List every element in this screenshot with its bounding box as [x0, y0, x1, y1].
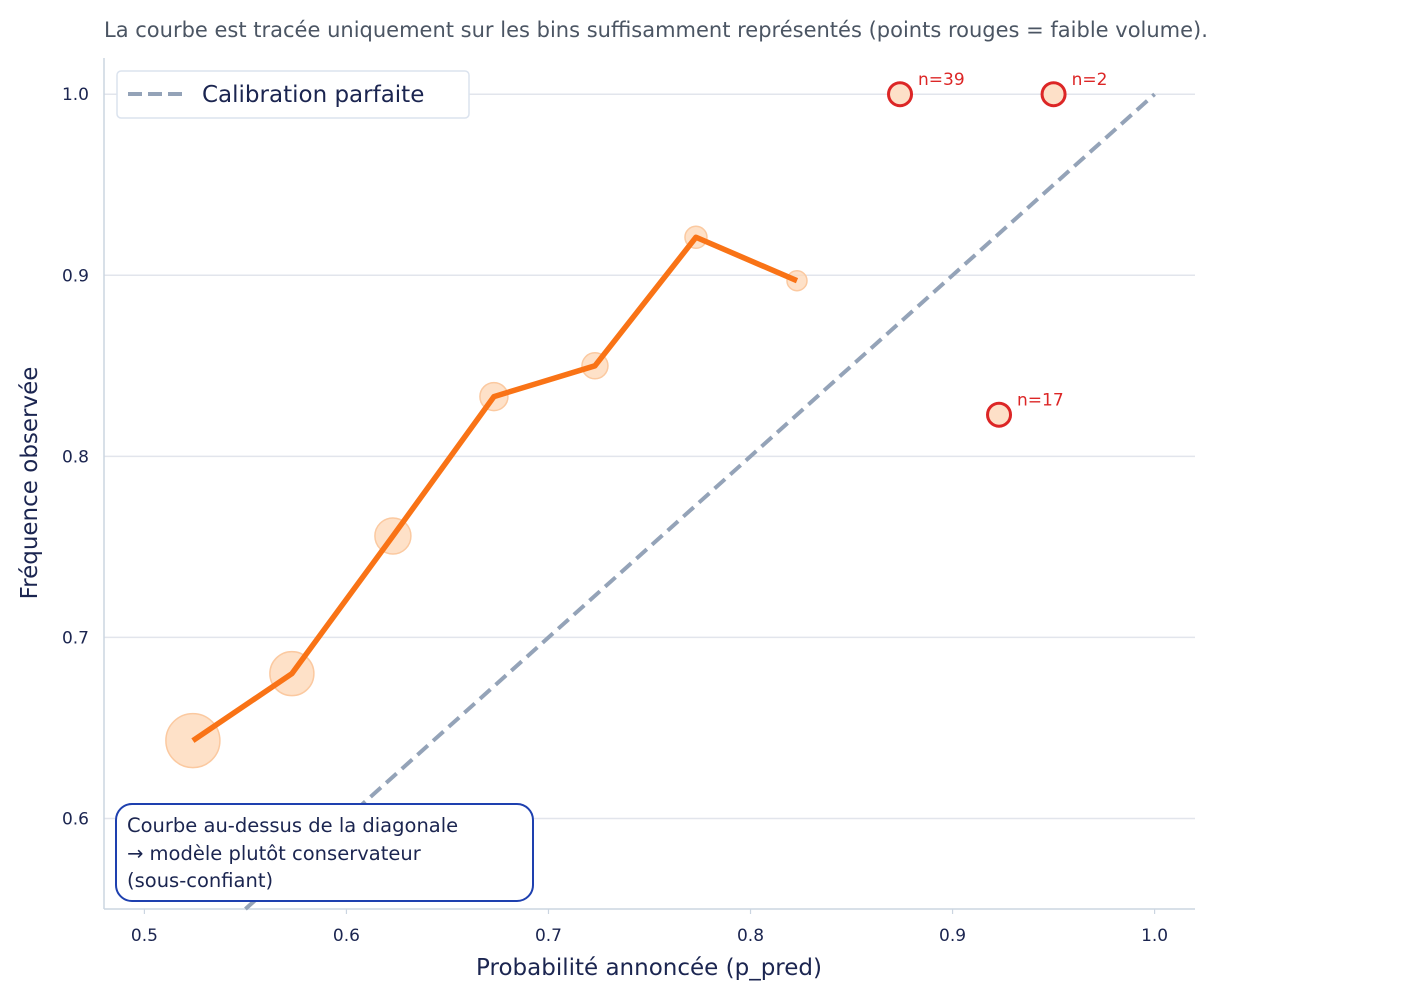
- low-volume-point: [986, 401, 1013, 428]
- data-point: [795, 279, 799, 283]
- annotation-box: Courbe au-dessus de la diagonale → modèl…: [115, 803, 534, 902]
- low-volume-label: n=2: [1072, 70, 1108, 90]
- x-tick-label: 0.8: [737, 926, 764, 946]
- data-point: [391, 534, 395, 538]
- calibration-curve: [191, 234, 799, 743]
- data-point: [290, 672, 294, 676]
- low-volume-label: n=17: [1017, 391, 1064, 411]
- low-volume-point: [887, 81, 914, 108]
- x-tick-label: 0.5: [131, 926, 158, 946]
- annotation-line-2: → modèle plutôt conservateur: [127, 842, 422, 865]
- x-tick-label: 0.9: [939, 926, 966, 946]
- low-volume-point: [1040, 81, 1067, 108]
- y-tick-label: 0.9: [62, 266, 89, 286]
- x-tick-label: 0.6: [333, 926, 360, 946]
- annotation-line-3: (sous-confiant): [127, 869, 273, 892]
- legend-entry: Calibration parfaite: [202, 82, 424, 108]
- chart-title: La courbe est tracée uniquement sur les …: [104, 18, 1208, 42]
- y-axis-label: Fréquence observée: [17, 367, 43, 600]
- y-tick-label: 0.6: [62, 809, 89, 829]
- data-point: [593, 364, 597, 368]
- x-tick-label: 0.7: [535, 926, 562, 946]
- data-point: [492, 395, 496, 399]
- y-tick-label: 0.8: [62, 447, 89, 467]
- perfect-calibration-line: [244, 92, 1156, 911]
- legend: Calibration parfaite: [116, 70, 470, 119]
- x-axis-label: Probabilité annoncée (p_pred): [476, 955, 822, 981]
- annotation-frame: [115, 803, 534, 902]
- data-point: [694, 235, 698, 239]
- low-volume-label: n=39: [918, 70, 965, 90]
- y-tick-label: 0.7: [62, 628, 89, 648]
- data-point: [191, 739, 195, 743]
- x-tick-label: 1.0: [1141, 926, 1168, 946]
- annotation-line-1: Courbe au-dessus de la diagonale: [127, 814, 458, 837]
- y-tick-label: 1.0: [62, 85, 89, 105]
- legend-frame: [116, 70, 470, 119]
